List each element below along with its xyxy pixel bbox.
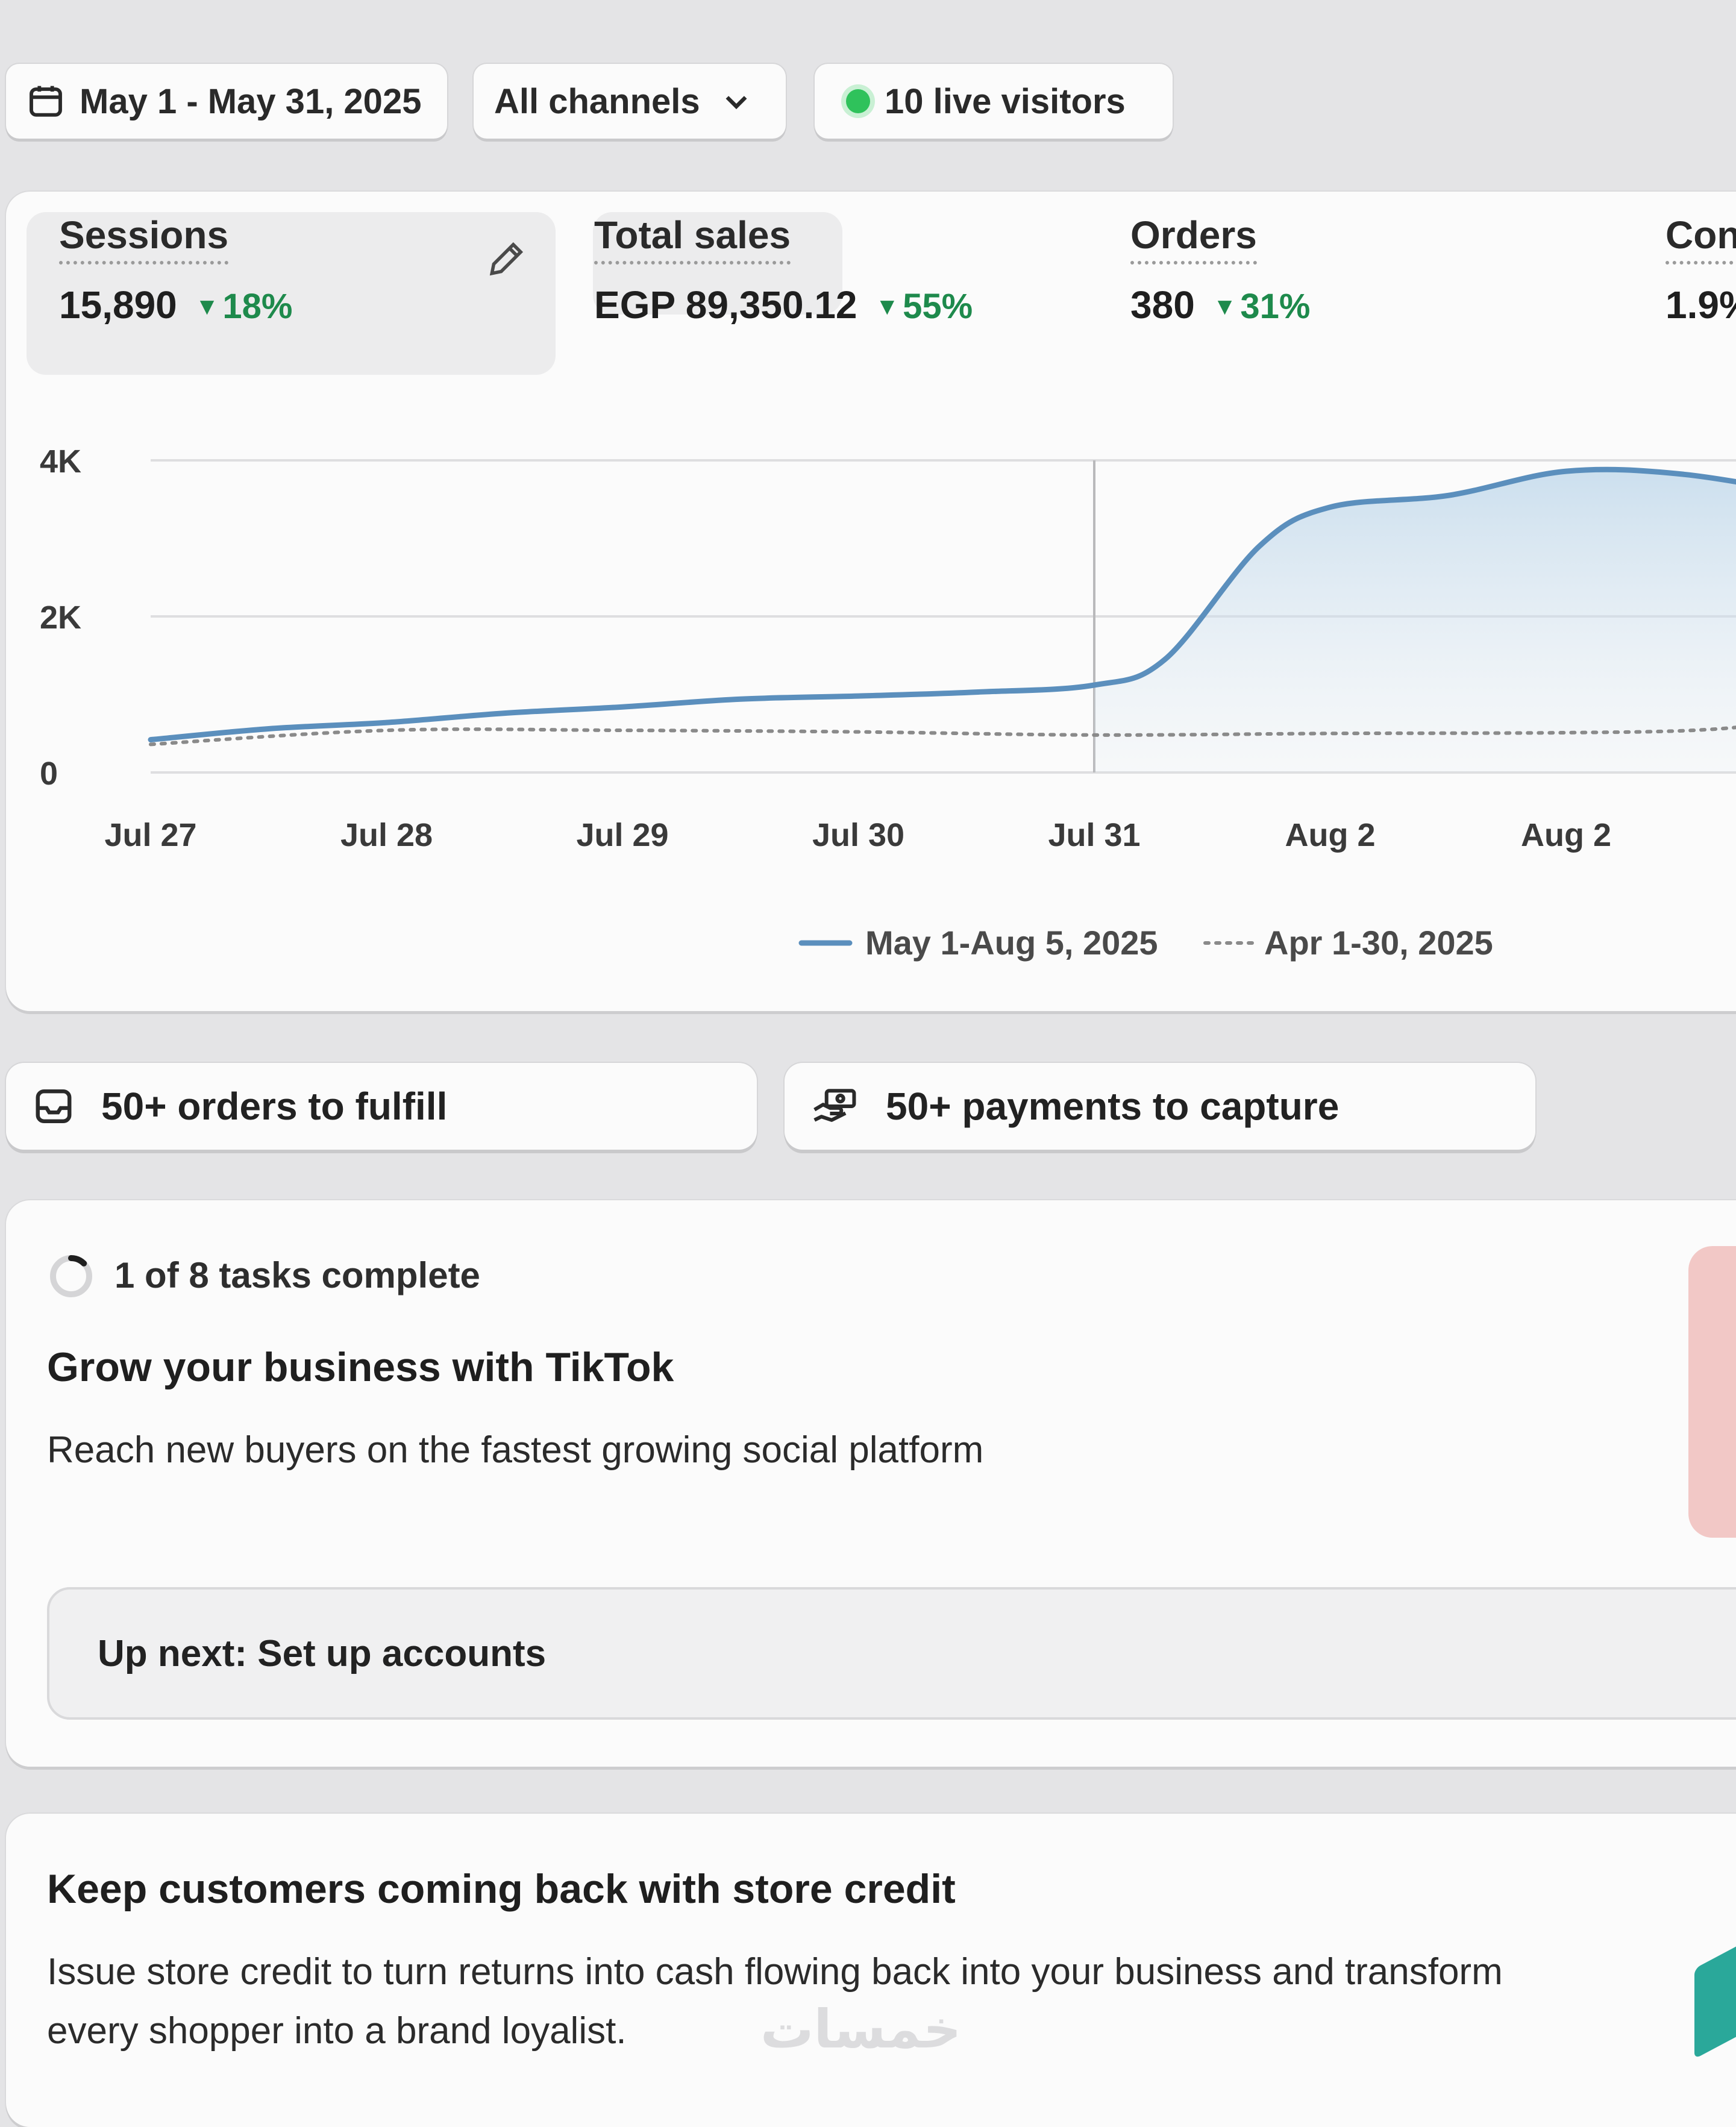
tiktok-illustration	[1688, 1246, 1736, 1538]
series-line-previous	[149, 725, 1736, 747]
sessions-line-chart: 4K 2K 0 Jul 27 Jul 28 Jul 29 Jul 30 Jul 31 Aug …	[40, 443, 1736, 962]
change-badge: ▼ 31%	[1213, 287, 1311, 326]
store-credit-description: Issue store credit to turn returns into …	[47, 1943, 1503, 2061]
date-range-button[interactable]: May 1 - May 31, 2025	[6, 64, 447, 139]
date-range-label: May 1 - May 31, 2025	[80, 81, 422, 121]
live-visitors-button[interactable]: 10 live visitors	[815, 64, 1173, 139]
setup-task-description: Reach new buyers on the fastest growing …	[47, 1429, 984, 1471]
store-credit-card	[6, 1814, 1736, 2127]
x-tick-label: Jul 29	[576, 817, 668, 853]
tasks-progress-label: 1 of 8 tasks complete	[114, 1255, 480, 1295]
up-next-task-button[interactable]: Up next: Set up accounts	[47, 1587, 1736, 1720]
metric-label: Sessions	[59, 213, 229, 265]
sessions-value: 15,890	[59, 283, 177, 327]
up-next-label: Up next: Set up accounts	[98, 1632, 547, 1674]
total-sales-change: 55%	[903, 287, 973, 326]
inbox-icon	[36, 1089, 72, 1123]
edit-pencil-icon[interactable]	[484, 236, 529, 281]
metric-orders[interactable]: Orders 380 ▼ 31%	[1130, 213, 1310, 327]
live-visitors-label: 10 live visitors	[885, 81, 1126, 121]
metric-value: 15,890 ▼ 18%	[59, 283, 292, 327]
cash-hand-icon	[813, 1089, 856, 1122]
x-tick-label: Jul 30	[812, 817, 904, 853]
progress-ring-icon	[50, 1255, 92, 1297]
sessions-change: 18%	[222, 287, 293, 326]
change-badge: ▼ 55%	[876, 287, 973, 326]
x-tick-label: Jul 28	[340, 817, 433, 853]
legend-label-previous: Apr 1-30, 2025	[1264, 924, 1493, 962]
series-area-current	[1094, 469, 1736, 772]
metric-value: 1.9%	[1665, 283, 1736, 327]
chevron-down-icon: ▼	[1212, 293, 1237, 320]
y-tick-label: 2K	[40, 600, 81, 636]
metric-conversion[interactable]: Con 1.9%	[1665, 213, 1736, 327]
chevron-down-icon	[725, 96, 747, 110]
x-tick-label: Aug 2	[1521, 817, 1611, 853]
orders-to-fulfill-button[interactable]: 50+ orders to fulfill	[6, 1063, 757, 1150]
x-tick-label: Jul 27	[104, 817, 196, 853]
change-badge: ▼ 18%	[195, 287, 293, 326]
payments-to-capture-label: 50+ payments to capture	[886, 1085, 1340, 1128]
metric-value: EGP 89,350.12 ▼ 55%	[594, 283, 973, 327]
orders-value: 380	[1130, 283, 1195, 327]
chart-legend: May 1-Aug 5, 2025 Apr 1-30, 2025	[798, 924, 1493, 962]
watermark-logo: خمسات	[760, 1998, 962, 2060]
legend-label-current: May 1-Aug 5, 2025	[865, 924, 1158, 962]
sessions-metric-tile[interactable]	[27, 212, 556, 375]
setup-task-title: Grow your business with TikTok	[47, 1344, 674, 1390]
orders-to-fulfill-label: 50+ orders to fulfill	[101, 1085, 448, 1128]
calendar-icon	[30, 86, 62, 117]
x-tick-label: Jul 31	[1048, 817, 1140, 853]
metric-label: Orders	[1130, 213, 1257, 265]
total-sales-value: EGP 89,350.12	[594, 283, 857, 327]
x-tick-label: Aug 2	[1285, 817, 1375, 853]
metric-sessions: Sessions 15,890 ▼ 18%	[59, 213, 292, 327]
y-tick-label: 0	[40, 756, 58, 792]
metric-total-sales: Total sales EGP 89,350.12 ▼ 55%	[594, 213, 973, 327]
store-credit-line-2: every shopper into a brand loyalist.	[47, 2010, 627, 2052]
store-credit-title: Keep customers coming back with store cr…	[47, 1866, 956, 1912]
payments-to-capture-button[interactable]: 50+ payments to capture	[785, 1063, 1535, 1150]
chevron-down-icon: ▼	[875, 293, 900, 320]
metric-label: Con	[1665, 213, 1736, 265]
chevron-down-icon: ▼	[195, 293, 219, 320]
live-status-dot	[846, 89, 870, 113]
series-line-current	[148, 466, 1736, 743]
metric-value: 380 ▼ 31%	[1130, 283, 1310, 327]
y-tick-label: 4K	[40, 443, 81, 480]
channel-select[interactable]: All channels	[474, 64, 786, 139]
store-credit-line-1: Issue store credit to turn returns into …	[47, 1951, 1503, 1993]
orders-change: 31%	[1240, 287, 1311, 326]
metric-label: Total sales	[594, 213, 791, 265]
channel-label: All channels	[494, 81, 700, 121]
conversion-value: 1.9%	[1665, 283, 1736, 327]
